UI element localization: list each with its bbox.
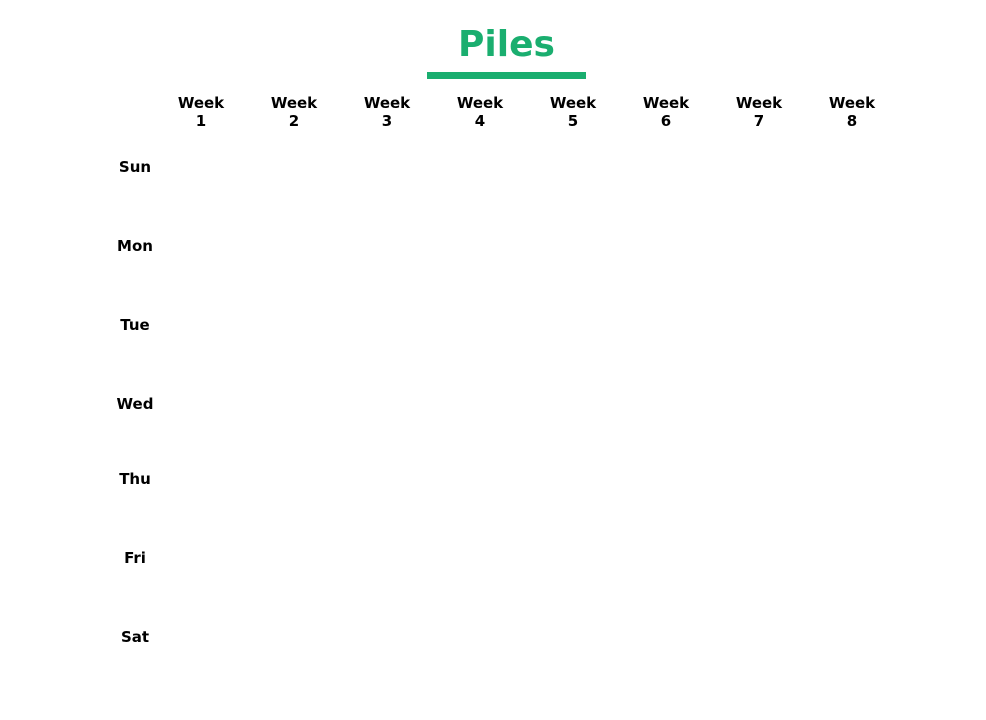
day-label-tue: Tue <box>120 316 150 334</box>
week-header-number: 7 <box>753 112 765 130</box>
week-header-8: Week 8 <box>812 94 892 130</box>
week-header-word: Week <box>456 94 504 112</box>
title-underline <box>427 72 586 79</box>
week-header-word: Week <box>177 94 225 112</box>
week-header-number: 1 <box>195 112 207 130</box>
week-header-1: Week 1 <box>161 94 241 130</box>
week-header-word: Week <box>549 94 597 112</box>
week-header-4: Week 4 <box>440 94 520 130</box>
week-header-number: 4 <box>474 112 486 130</box>
day-label-wed: Wed <box>116 395 154 413</box>
week-header-number: 2 <box>288 112 300 130</box>
week-header-word: Week <box>270 94 318 112</box>
week-header-word: Week <box>735 94 783 112</box>
week-header-number: 5 <box>567 112 579 130</box>
week-header-number: 6 <box>660 112 672 130</box>
week-header-3: Week 3 <box>347 94 427 130</box>
week-header-6: Week 6 <box>626 94 706 130</box>
week-header-word: Week <box>363 94 411 112</box>
week-header-word: Week <box>828 94 876 112</box>
week-header-5: Week 5 <box>533 94 613 130</box>
week-header-2: Week 2 <box>254 94 334 130</box>
week-header-word: Week <box>642 94 690 112</box>
day-label-mon: Mon <box>117 237 153 255</box>
day-label-fri: Fri <box>124 549 146 567</box>
week-header-number: 3 <box>381 112 393 130</box>
week-header-7: Week 7 <box>719 94 799 130</box>
day-label-sat: Sat <box>120 628 150 646</box>
week-header-number: 8 <box>846 112 858 130</box>
page-title: Piles <box>458 24 555 65</box>
day-label-thu: Thu <box>119 470 151 488</box>
day-label-sun: Sun <box>118 158 152 176</box>
